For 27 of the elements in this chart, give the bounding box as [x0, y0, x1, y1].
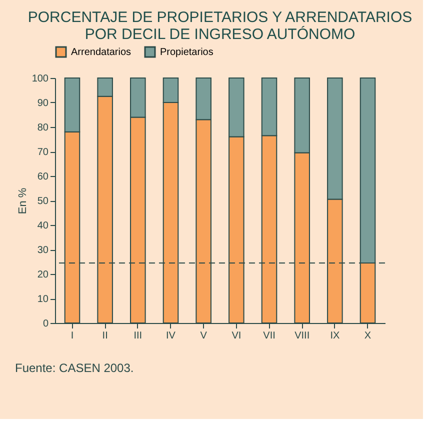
y-tick-label: 30: [37, 245, 49, 256]
x-tick-label: VIII: [294, 330, 310, 342]
x-tick-label: III: [134, 330, 142, 342]
text: PORCENTAJE DE PROPIETARIOS Y ARRENDATARIOS: [28, 9, 412, 26]
y-tick-label: 70: [37, 147, 49, 158]
y-axis-title: En %: [16, 188, 29, 214]
y-tick-label: 10: [37, 294, 49, 305]
y-tick-label: 20: [37, 270, 49, 280]
legend-label: Propietarios: [160, 47, 214, 58]
y-tick-label: 50: [37, 196, 49, 207]
x-tick-label: X: [364, 330, 372, 342]
x-tick-label: II: [102, 330, 108, 342]
source-note: Fuente: CASEN 2003.: [15, 361, 134, 375]
y-tick-label: 0: [42, 318, 49, 330]
x-tick-label: IX: [330, 330, 340, 342]
x-tick-label: IV: [166, 330, 176, 342]
x-tick-label: VII: [263, 330, 276, 342]
legend-label: Arrendatarios: [71, 47, 132, 58]
y-tick-label: 40: [37, 220, 49, 232]
y-tick-label: 100: [32, 74, 49, 84]
y-tick-label: 80: [37, 122, 49, 134]
x-tick-label: VI: [232, 330, 242, 342]
x-tick-label: I: [70, 330, 74, 342]
y-tick-label: 60: [37, 172, 49, 182]
text: POR DECIL DE INGRESO AUTÓNOMO: [84, 26, 356, 43]
x-tick-label: V: [200, 330, 208, 342]
y-tick-label: 90: [37, 98, 49, 109]
